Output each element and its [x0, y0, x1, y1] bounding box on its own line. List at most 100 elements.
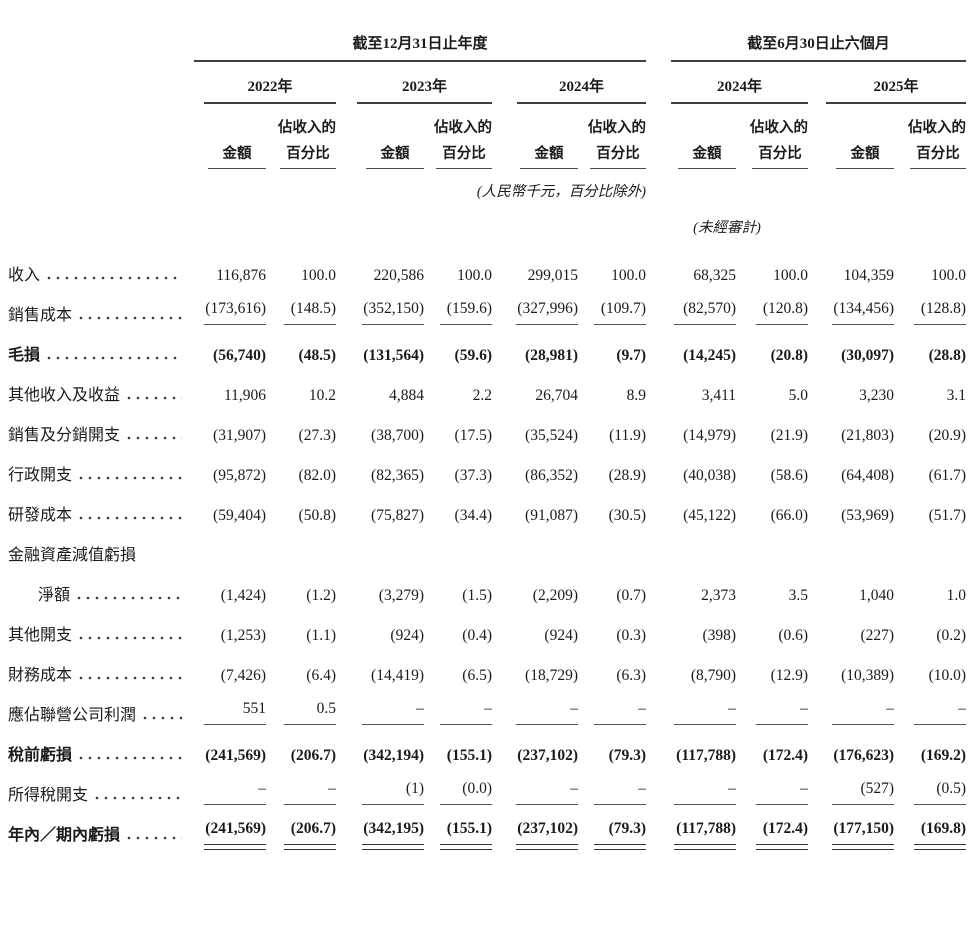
cell-value	[492, 533, 578, 573]
cell-value: (172.4)	[762, 747, 809, 764]
cell-value: (227)	[860, 627, 895, 644]
cell-value: (79.3)	[578, 813, 647, 853]
cell-value: –	[578, 773, 647, 813]
table-row: 所得稅開支 – – (1) (0.0) – – – – (527) (0.5)	[8, 773, 967, 813]
percentage-col-header: 百分比	[752, 142, 809, 169]
year-header-2023: 2023年	[357, 75, 492, 104]
cell-value: (117,788)	[646, 813, 737, 853]
column-header-row: 金額 百分比 金額 百分比 金額 百分比 金額 百分比 金額 百分比	[8, 137, 967, 169]
cell-value: (95,872)	[213, 467, 266, 484]
cell-value: (134,456)	[808, 293, 895, 333]
row-label: 行政開支	[8, 453, 194, 493]
cell-value: (6.3)	[616, 667, 647, 684]
cell-value: (176,623)	[833, 747, 895, 764]
table-row: 年內／期內虧損 (241,569) (206.7) (342,195) (155.1)(…	[8, 813, 967, 853]
cell-value: (0.4)	[462, 627, 492, 644]
dot-leader	[127, 836, 182, 840]
cell-value: 2.2	[472, 387, 492, 404]
cell-value: 3.1	[946, 387, 967, 404]
table-row: 行政開支 (95,872) (82.0) (82,365) (37.3) (86,352)…	[8, 453, 966, 493]
cell-value: (82,365)	[371, 467, 424, 484]
cell-value: (45,122)	[683, 507, 737, 524]
cell-value	[336, 533, 424, 573]
percentage-col-header: 百分比	[590, 142, 647, 169]
dot-leader	[47, 356, 182, 360]
financial-table: 截至12月31日止年度 截至6月30日止六個月 2022年 2023年 2024…	[8, 32, 967, 853]
cell-value: (10.0)	[928, 667, 967, 684]
cell-value: (38,700)	[371, 427, 424, 444]
cell-value: –	[424, 693, 492, 733]
cell-value: (0.2)	[936, 627, 967, 644]
percentage-col-header: 百分比	[910, 142, 967, 169]
cell-value: (53,969)	[841, 507, 895, 524]
cell-value: (1.5)	[462, 587, 492, 604]
cell-value: (75,827)	[371, 507, 424, 524]
cell-value: (14,979)	[683, 427, 737, 444]
dot-leader	[79, 316, 182, 320]
row-label: 財務成本	[8, 653, 194, 693]
unaudited-note-row: (未經審計)	[8, 201, 966, 237]
cell-value: 26,704	[535, 387, 578, 404]
pct-of-revenue-label: 佔收入的	[908, 120, 967, 136]
cell-value	[578, 533, 646, 573]
cell-value: (0.3)	[616, 627, 647, 644]
dot-leader	[79, 756, 182, 760]
cell-value: (58.6)	[770, 467, 809, 484]
cell-value: 100.0	[301, 267, 336, 284]
cell-value: (327,996)	[492, 293, 578, 333]
cell-value: (1,424)	[220, 587, 266, 604]
table-row: 應佔聯營公司利潤 551 0.5– – – – – – – –	[8, 693, 967, 733]
cell-value: (37.3)	[454, 467, 492, 484]
amount-col-header: 金額	[366, 142, 424, 169]
cell-value: –	[646, 693, 737, 733]
dot-leader	[79, 476, 182, 480]
cell-value: (177,150)	[808, 813, 895, 853]
pct-of-revenue-label: 佔收入的	[434, 120, 492, 136]
cell-value: 68,325	[693, 267, 737, 284]
row-label: 其他收入及收益	[8, 373, 194, 413]
cell-value: (120.8)	[736, 293, 809, 333]
cell-value: (59.6)	[454, 347, 492, 364]
cell-value: (82.0)	[298, 467, 336, 484]
table-row: 淨額 (1,424) (1.2) (3,279) (1.5) (2,209) (0.7) 2,…	[8, 573, 966, 613]
cell-value: (34.4)	[454, 507, 492, 524]
cell-value: (131,564)	[363, 347, 424, 364]
row-label: 銷售及分銷開支	[8, 413, 194, 453]
pct-of-revenue-label: 佔收入的	[750, 120, 809, 136]
cell-value: (48.5)	[298, 347, 336, 364]
row-label: 其他開支	[8, 613, 194, 653]
cell-value: 104,359	[843, 267, 895, 284]
cell-value: (86,352)	[525, 467, 578, 484]
cell-value: (91,087)	[525, 507, 578, 524]
cell-value: (0.5)	[894, 773, 967, 813]
row-label: 應佔聯營公司利潤	[8, 693, 194, 733]
cell-value: (59,404)	[213, 507, 266, 524]
cell-value: 10.2	[308, 387, 336, 404]
dot-leader	[79, 676, 182, 680]
units-note: (人民幣千元，百分比除外)	[476, 184, 647, 200]
cell-value: (206.7)	[266, 813, 336, 853]
cell-value: 3,230	[859, 387, 895, 404]
cell-value: (398)	[702, 627, 737, 644]
cell-value: 1.0	[946, 587, 967, 604]
cell-value: 299,015	[527, 267, 578, 284]
cell-value: 100.0	[457, 267, 492, 284]
cell-value: (20.9)	[928, 427, 967, 444]
year-header-2022: 2022年	[204, 75, 336, 104]
year-header-interim-2024: 2024年	[671, 75, 809, 104]
amount-col-header: 金額	[208, 142, 266, 169]
cell-value: –	[492, 693, 578, 733]
cell-value: (342,194)	[363, 747, 424, 764]
year-header-row: 2022年 2023年 2024年 2024年 2025年	[8, 62, 967, 104]
cell-value: 5.0	[788, 387, 809, 404]
cell-value	[646, 533, 736, 573]
cell-value: –	[266, 773, 336, 813]
cell-value: (206.7)	[290, 747, 336, 764]
dot-leader	[79, 636, 182, 640]
period-group-interim: 截至6月30日止六個月	[671, 32, 967, 62]
dot-leader	[143, 716, 182, 720]
cell-value: (241,569)	[205, 747, 266, 764]
cell-value: (924)	[390, 627, 424, 644]
row-label: 稅前虧損	[8, 733, 194, 773]
dot-leader	[77, 596, 182, 600]
